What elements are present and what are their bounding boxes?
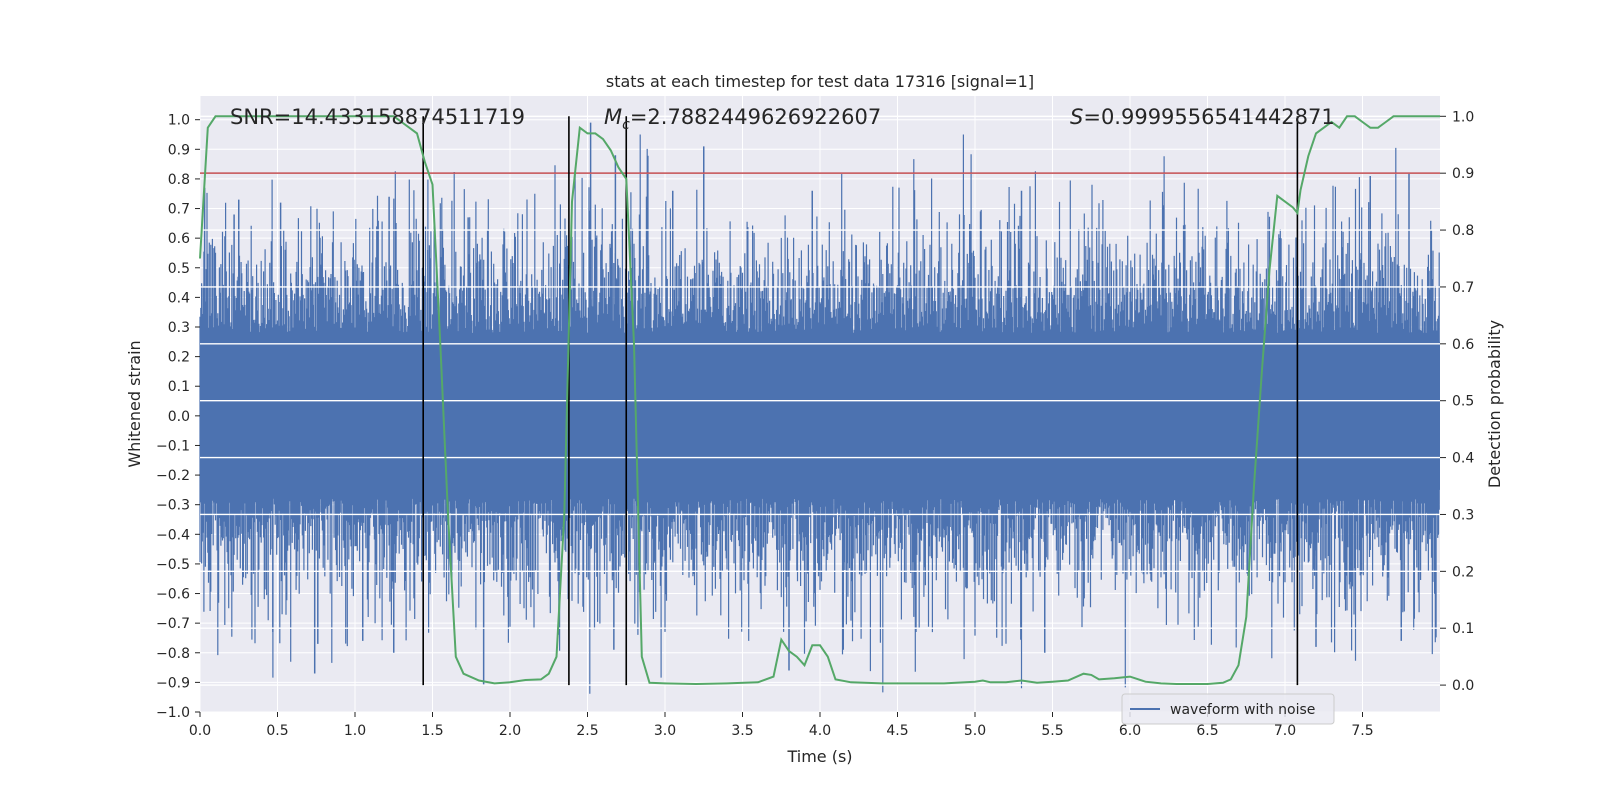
chirp-mass-symbol: M (604, 105, 622, 129)
y2-tick-label: 0.0 (1452, 678, 1474, 694)
y-tick-label: 0.1 (168, 379, 190, 395)
waveform-with-noise-series (199, 122, 1440, 694)
y-tick-label: 0.0 (168, 409, 190, 425)
x-tick-label: 2.0 (499, 723, 521, 739)
y-tick-label: 0.5 (168, 261, 190, 277)
y2-tick-label: 0.6 (1452, 337, 1474, 353)
x-tick-label: 1.0 (344, 723, 366, 739)
legend-label: waveform with noise (1170, 702, 1315, 718)
x-tick-label: 1.5 (421, 723, 443, 739)
axis-ticks: 0.0 0.5 1.0 1.5 2.0 2.5 3.0 3.5 4.0 4.5 5.0 5.5 6.0 6… (156, 109, 1474, 739)
y2-tick-label: 0.8 (1452, 223, 1474, 239)
y-tick-label: −0.1 (156, 438, 190, 454)
s-annotation: S=0.9999556541442871 (1070, 105, 1335, 129)
x-tick-label: 5.5 (1041, 723, 1063, 739)
y-tick-label: 1.0 (168, 113, 190, 129)
y-tick-label: −0.6 (156, 587, 190, 603)
x-tick-label: 6.5 (1196, 723, 1218, 739)
noise-core (200, 341, 1440, 490)
x-axis-label: Time (s) (786, 747, 852, 766)
y2-tick-label: 1.0 (1452, 109, 1474, 125)
legend-box (1121, 693, 1335, 725)
y-axis-label: Whitened strain (125, 340, 144, 467)
x-tick-label: 2.5 (576, 723, 598, 739)
chirp-mass-value: =2.7882449626922607 (630, 105, 881, 129)
y-tick-label: 0.8 (168, 172, 190, 188)
y-tick-label: 0.7 (168, 202, 190, 218)
x-tick-label: 6.0 (1119, 723, 1141, 739)
chart-title: stats at each timestep for test data 173… (606, 72, 1034, 91)
snr-annotation: SNR=14.433158874511719 (230, 105, 525, 129)
x-tick-label: 5.0 (964, 723, 986, 739)
y-tick-label: −0.3 (156, 498, 190, 514)
y-tick-label: 0.4 (168, 290, 190, 306)
x-tick-label: 7.0 (1274, 723, 1296, 739)
s-symbol: S (1070, 105, 1083, 129)
y-tick-label: −0.2 (156, 468, 190, 484)
x-tick-label: 4.5 (886, 723, 908, 739)
y2-tick-label: 0.9 (1452, 166, 1474, 182)
y-tick-label: −0.8 (156, 646, 190, 662)
x-tick-label: 7.5 (1351, 723, 1373, 739)
x-tick-label: 3.5 (731, 723, 753, 739)
x-tick-label: 4.0 (809, 723, 831, 739)
y2-tick-label: 0.3 (1452, 507, 1474, 523)
y2-tick-label: 0.2 (1452, 564, 1474, 580)
x-tick-label: 3.0 (654, 723, 676, 739)
y-tick-label: 0.2 (168, 350, 190, 366)
y-tick-label: 0.9 (168, 142, 190, 158)
chirp-mass-annotation: Mc=2.7882449626922607 (604, 105, 881, 133)
x-tick-label: 0.5 (266, 723, 288, 739)
y2-tick-label: 0.1 (1452, 621, 1474, 637)
legend: waveform with noise (1121, 693, 1335, 725)
y2-tick-label: 0.4 (1452, 451, 1474, 467)
y-tick-label: −0.4 (156, 527, 190, 543)
y-tick-label: 0.6 (168, 231, 190, 247)
detection-probability-series (199, 115, 1440, 686)
y2-axis-label: Detection probability (1485, 320, 1504, 488)
s-value: =0.9999556541442871 (1083, 105, 1334, 129)
y-tick-label: 0.3 (168, 320, 190, 336)
chirp-mass-subscript: c (622, 117, 630, 133)
y-tick-label: −0.5 (156, 557, 190, 573)
y-tick-label: −0.9 (156, 675, 190, 691)
y2-tick-label: 0.7 (1452, 280, 1474, 296)
x-tick-label: 0.0 (189, 723, 211, 739)
y2-tick-label: 0.5 (1452, 394, 1474, 410)
grid-overlay (200, 115, 1440, 686)
y-tick-label: −1.0 (156, 705, 190, 721)
y-tick-label: −0.7 (156, 616, 190, 632)
